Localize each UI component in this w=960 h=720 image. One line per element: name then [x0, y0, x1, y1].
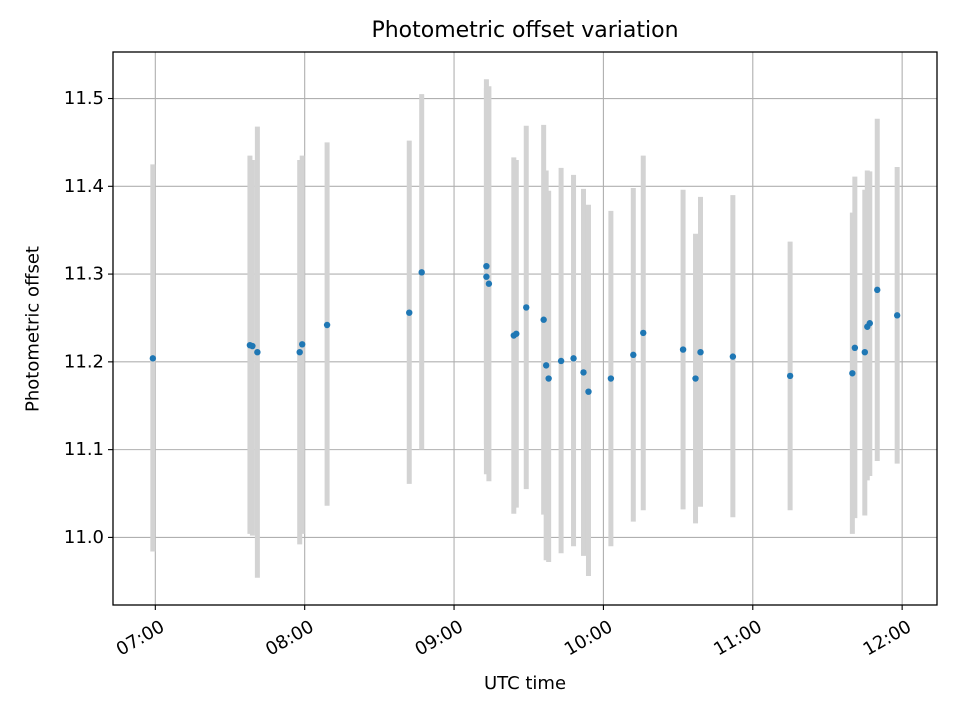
data-point [406, 309, 413, 316]
y-tick-label: 11.0 [64, 527, 104, 548]
y-tick-label: 11.1 [64, 439, 104, 460]
data-point [298, 341, 306, 348]
y-axis-label: Photometric offset [22, 246, 44, 412]
data-point [580, 369, 587, 376]
data-point [557, 357, 565, 365]
data-point [540, 316, 547, 323]
error-bars [150, 79, 900, 578]
data-point [640, 329, 647, 337]
data-point [254, 349, 261, 356]
x-axis-label: UTC time [483, 673, 567, 694]
data-point [296, 349, 303, 356]
data-point [607, 375, 615, 382]
data-point [866, 320, 873, 327]
y-tick-label: 11.3 [64, 264, 104, 285]
data-point [249, 342, 256, 350]
data-point [149, 355, 157, 362]
y-tick-label: 11.4 [64, 176, 104, 197]
data-point [786, 372, 794, 380]
y-tick-label: 11.5 [64, 88, 104, 109]
x-tick-label: 12:00 [860, 616, 915, 660]
data-point [849, 370, 856, 377]
data-point [692, 375, 699, 382]
data-point [729, 353, 737, 360]
data-point [570, 355, 577, 362]
y-tick-label: 11.2 [64, 351, 104, 372]
x-tick-label: 08:00 [262, 616, 317, 660]
data-point [513, 330, 520, 337]
data-point [485, 280, 493, 287]
plot-frame [112, 51, 938, 606]
x-tick-label: 07:00 [113, 616, 168, 660]
x-tick-label: 11:00 [710, 616, 765, 660]
data-point [874, 286, 881, 294]
data-point [545, 375, 552, 382]
data-point [542, 362, 550, 369]
data-point [585, 388, 592, 395]
data-point [679, 346, 687, 353]
axis-ticks: 07:00 08:00 09:00 10:00 11:00 12:00 11.0 11.1 11… [64, 88, 915, 660]
data-point [483, 273, 490, 280]
data-point [697, 349, 704, 356]
data-point [323, 321, 331, 329]
data-point [630, 351, 637, 359]
data-point [851, 344, 859, 352]
x-tick-label: 09:00 [412, 616, 467, 660]
data-point [893, 312, 901, 319]
x-tick-label: 10:00 [561, 616, 616, 660]
data-point [861, 349, 869, 356]
data-point [523, 304, 530, 311]
data-point [483, 262, 490, 270]
data-point [418, 269, 425, 276]
chart-title: Photometric offset variation [371, 18, 679, 43]
data-points [149, 262, 901, 395]
